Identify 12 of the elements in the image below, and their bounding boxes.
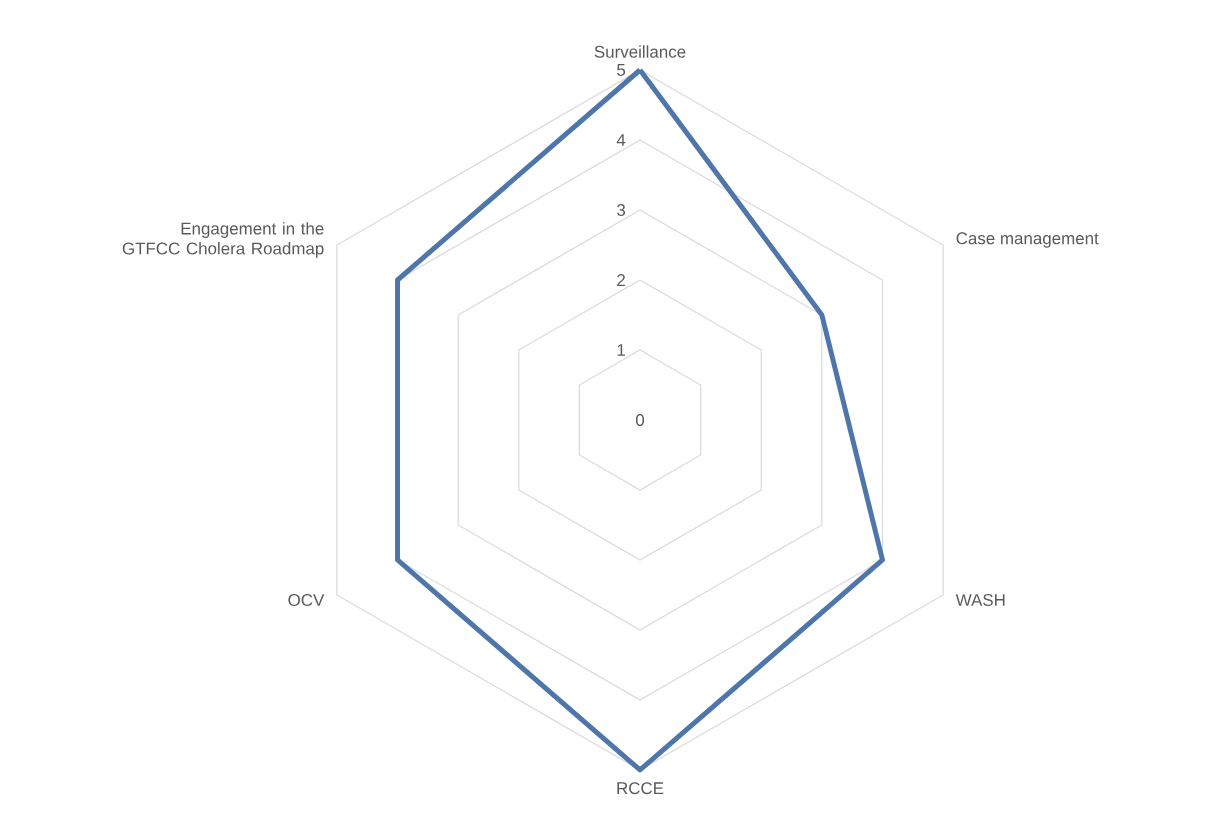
spoke-label: Surveillance — [594, 45, 686, 58]
spoke-label: Case management — [956, 232, 1099, 248]
y-tick-label: 2 — [617, 274, 625, 286]
y-tick-label: 0 — [635, 413, 645, 426]
y-tick-label: 4 — [616, 134, 626, 146]
y-tick-label: 3 — [617, 203, 626, 216]
y-tick-label: 5 — [617, 64, 626, 76]
spoke-label: WASH — [955, 593, 1005, 606]
y-tick-label: 1 — [617, 344, 625, 356]
spoke-label: RCCE — [617, 782, 664, 795]
spoke-label: Engagement in the GTFCC Cholera Roadmap — [122, 222, 324, 258]
spoke-label: OCV — [288, 593, 325, 606]
